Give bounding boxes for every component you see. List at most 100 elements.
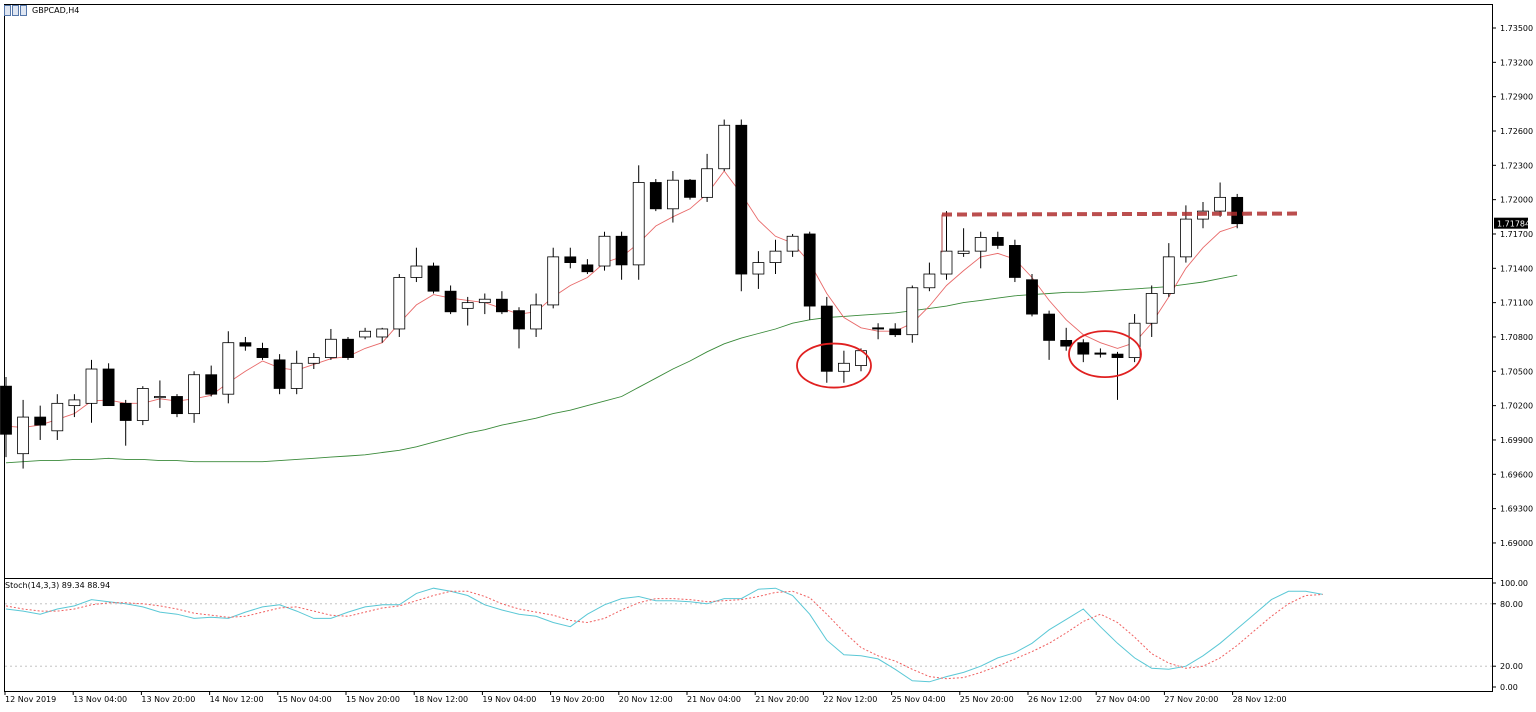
bullish-candle — [136, 388, 149, 421]
stochastic-d-line — [5, 590, 1323, 680]
price-tick-label: 1.72600 — [1500, 127, 1533, 136]
bearish-candle — [1077, 342, 1090, 355]
bullish-candle — [188, 374, 201, 415]
price-tick-label: 1.70200 — [1500, 402, 1533, 411]
bullish-candle — [598, 235, 611, 267]
bullish-candle — [701, 168, 713, 198]
stochastic-label: Stoch(14,3,3) 89.34 88.94 — [5, 581, 111, 590]
bullish-candle — [85, 368, 98, 404]
time-tick-label: 19 Nov 04:00 — [482, 695, 536, 704]
bearish-candle — [820, 305, 833, 372]
price-tick-label: 1.71100 — [1500, 299, 1533, 308]
bearish-candle — [872, 327, 884, 330]
bullish-candle — [1214, 196, 1226, 212]
price-tick-label: 1.73500 — [1500, 24, 1533, 33]
bearish-candle — [991, 237, 1004, 246]
bearish-candle — [205, 374, 218, 395]
time-tick-label: 13 Nov 04:00 — [73, 695, 127, 704]
symbol-title: GBPCAD,H4 — [4, 3, 79, 17]
bullish-candle — [307, 357, 320, 364]
bar-chart-icon — [4, 4, 28, 16]
bullish-candle — [222, 342, 235, 395]
time-tick-label: 27 Nov 20:00 — [1164, 695, 1218, 704]
bullish-candle — [1180, 218, 1192, 258]
bearish-candle — [615, 235, 628, 266]
bearish-candle — [1231, 196, 1244, 225]
price-tick-label: 1.70800 — [1500, 333, 1533, 342]
stochastic-k-line — [5, 587, 1323, 683]
bearish-candle — [0, 385, 12, 435]
time-tick-label: 14 Nov 12:00 — [210, 695, 264, 704]
bullish-candle — [393, 277, 406, 330]
price-tick-label: 1.69300 — [1500, 505, 1533, 514]
last-price-badge — [1494, 217, 1528, 229]
bullish-candle — [478, 298, 491, 304]
bullish-candle — [153, 396, 166, 399]
time-tick-label: 25 Nov 04:00 — [892, 695, 946, 704]
bearish-candle — [1009, 245, 1021, 278]
bearish-candle — [684, 179, 696, 198]
time-tick-label: 26 Nov 12:00 — [1028, 695, 1082, 704]
time-tick-label: 19 Nov 20:00 — [551, 695, 605, 704]
bullish-candle — [51, 402, 64, 432]
oscillator-panel-frame — [4, 578, 1493, 692]
oscillator-tick-label: 0.00 — [1500, 683, 1518, 692]
bullish-candle — [906, 287, 919, 336]
bullish-candle — [632, 182, 645, 266]
price-tick-label: 1.73200 — [1500, 58, 1533, 67]
bullish-candle — [957, 250, 970, 254]
time-tick-label: 12 Nov 2019 — [5, 695, 56, 704]
bearish-candle — [427, 265, 440, 292]
oscillator-tick-label: 100.00 — [1500, 579, 1528, 588]
price-tick-label: 1.71700 — [1500, 230, 1533, 239]
bearish-candle — [1026, 279, 1038, 315]
oscillator-tick-label: 80.00 — [1500, 600, 1523, 609]
bullish-candle — [1145, 293, 1158, 324]
bullish-candle — [1162, 256, 1175, 294]
bearish-candle — [34, 416, 47, 426]
time-tick-label: 18 Nov 12:00 — [414, 695, 468, 704]
time-tick-label: 21 Nov 04:00 — [687, 695, 741, 704]
bearish-candle — [273, 359, 286, 389]
time-tick-label: 27 Nov 04:00 — [1096, 695, 1150, 704]
double-bottom-circle-right — [1068, 330, 1142, 379]
price-tick-label: 1.69600 — [1500, 470, 1533, 479]
bullish-candle — [547, 256, 560, 306]
bearish-candle — [495, 298, 508, 313]
bullish-candle — [786, 235, 799, 252]
time-tick-label: 13 Nov 20:00 — [141, 695, 195, 704]
last-price-badge-label: 1.71784 — [1497, 220, 1530, 229]
price-tick-label: 1.72300 — [1500, 161, 1533, 170]
bullish-candle — [410, 265, 423, 278]
bullish-candle — [718, 124, 731, 170]
bearish-candle — [581, 264, 594, 273]
bearish-candle — [119, 402, 132, 421]
bearish-candle — [803, 233, 816, 307]
bearish-candle — [1043, 313, 1055, 341]
bullish-candle — [667, 179, 679, 210]
bullish-candle — [530, 304, 542, 330]
price-tick-label: 1.70500 — [1500, 367, 1533, 376]
price-tick-label: 1.72000 — [1500, 196, 1533, 205]
bullish-candle — [290, 362, 303, 389]
time-tick-label: 22 Nov 12:00 — [823, 695, 877, 704]
bullish-candle — [923, 273, 936, 289]
bullish-candle — [769, 250, 782, 263]
bullish-candle — [838, 362, 850, 372]
bearish-candle — [564, 256, 577, 263]
bearish-candle — [256, 348, 269, 358]
price-tick-label: 1.72900 — [1500, 93, 1533, 102]
bearish-candle — [889, 328, 902, 336]
bullish-candle — [461, 302, 474, 309]
time-tick-label: 28 Nov 12:00 — [1233, 695, 1287, 704]
price-tick-label: 1.71400 — [1500, 264, 1533, 273]
price-tick-label: 1.69000 — [1500, 539, 1533, 548]
time-tick-label: 15 Nov 20:00 — [346, 695, 400, 704]
price-tick-label: 1.69900 — [1500, 436, 1533, 445]
bullish-candle — [974, 237, 987, 252]
bullish-candle — [324, 338, 337, 358]
bearish-candle — [239, 342, 252, 347]
bearish-candle — [1111, 353, 1124, 358]
